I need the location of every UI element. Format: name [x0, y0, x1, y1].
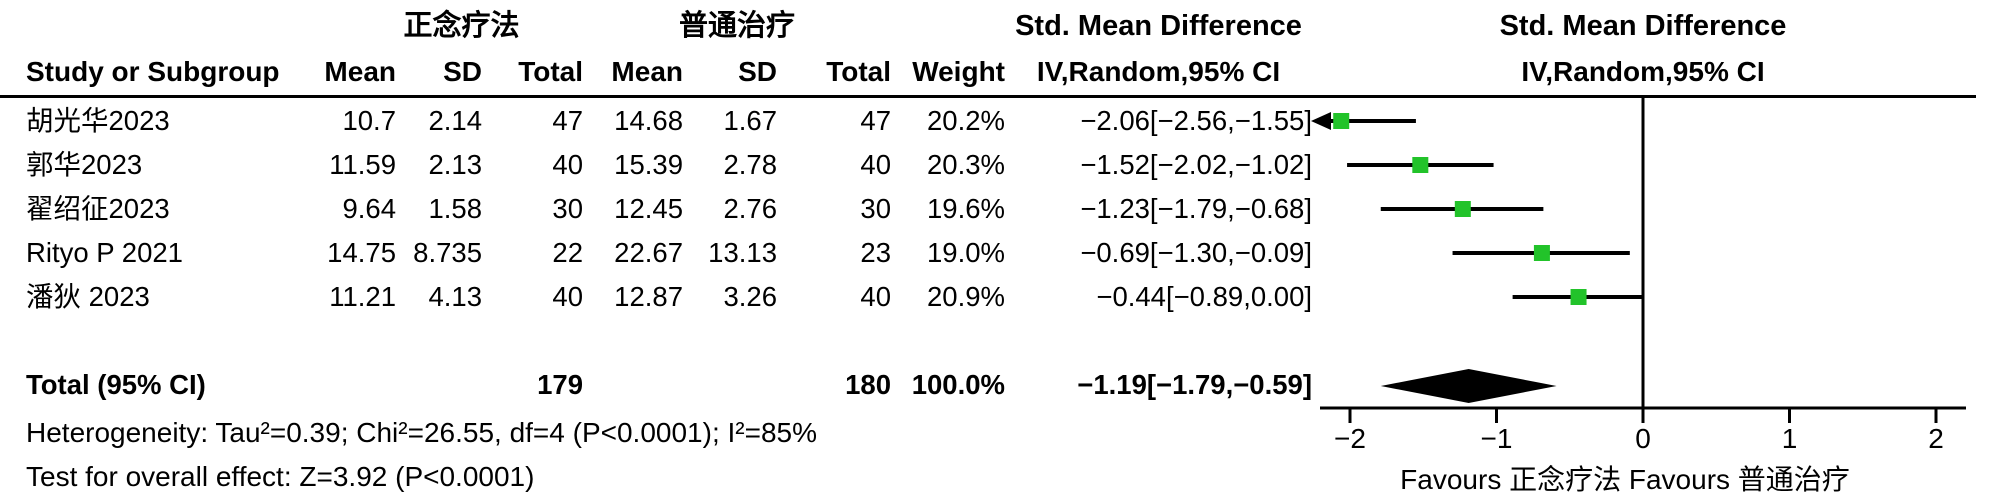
cell-total1: 47 — [552, 105, 583, 136]
table-row: 翟绍征2023 9.64 1.58 30 12.45 2.76 30 19.6% −1.23[−… — [0, 187, 1312, 231]
axis-tick-label: −2 — [1334, 423, 1366, 454]
method-header-right: IV,Random,95% CI — [1521, 56, 1765, 87]
cell-ci_text: −1.23[−1.79,−0.68] — [1080, 193, 1312, 224]
cell-total1: 30 — [552, 193, 583, 224]
cell-weight: 20.3% — [927, 149, 1005, 180]
cell-study: 郭华2023 — [26, 149, 143, 180]
total-label: Total (95% CI) — [26, 369, 206, 400]
effect-marker — [1412, 157, 1429, 173]
effect-marker — [1533, 245, 1550, 261]
effect-measure-header-left: Std. Mean Difference — [1015, 10, 1302, 42]
group1-header: 正念疗法 — [403, 10, 520, 42]
cell-sd1: 1.58 — [428, 193, 482, 224]
col-header-sd1: SD — [443, 56, 482, 87]
axis-tick-label: −1 — [1480, 423, 1513, 454]
group2-header: 普通治疗 — [678, 10, 795, 42]
axis-tick-label: 0 — [1635, 423, 1651, 454]
cell-weight: 20.2% — [927, 105, 1005, 136]
cell-ci_text: −0.44[−0.89,0.00] — [1096, 281, 1312, 312]
cell-total2: 40 — [860, 149, 891, 180]
axis-tick-label: 2 — [1928, 423, 1944, 454]
total-n-group2: 180 — [845, 369, 891, 400]
header-separator-line — [0, 95, 1976, 98]
cell-mean2: 14.68 — [614, 105, 683, 136]
cell-sd2: 13.13 — [708, 237, 777, 268]
cell-mean2: 22.67 — [614, 237, 683, 268]
cell-total1: 22 — [552, 237, 583, 268]
cell-sd2: 1.67 — [723, 105, 777, 136]
total-row: Total (95% CI) 179 180 100.0% −1.19[−1.7… — [0, 363, 1312, 407]
effect-measure-header-right: Std. Mean Difference — [1499, 10, 1787, 42]
total-n-group1: 179 — [537, 369, 583, 400]
cell-study: Rityo P 2021 — [26, 237, 183, 268]
col-header-sd2: SD — [738, 56, 777, 87]
col-header-mean2: Mean — [611, 56, 683, 87]
col-header-total2: Total — [826, 56, 891, 87]
axis-tick-label: 1 — [1781, 423, 1798, 454]
cell-mean1: 11.21 — [329, 281, 396, 312]
cell-ci_text: −0.69[−1.30,−0.09] — [1080, 237, 1312, 268]
table-row: 胡光华2023 10.7 2.14 47 14.68 1.67 47 20.2% −2.06[−… — [0, 99, 1312, 143]
cell-study: 潘狄 2023 — [26, 281, 150, 312]
cell-sd1: 2.14 — [428, 105, 482, 136]
col-header-ci: IV,Random,95% CI — [1036, 56, 1281, 87]
cell-mean1: 11.59 — [329, 149, 396, 180]
ci-clip-arrow-left — [1311, 112, 1331, 130]
column-header-row: Study or Subgroup Mean SD Total Mean SD … — [0, 50, 1312, 94]
cell-sd2: 3.26 — [723, 281, 777, 312]
col-header-study: Study or Subgroup — [26, 56, 280, 87]
total-diamond — [1380, 369, 1557, 403]
table-row: Rityo P 2021 14.75 8.735 22 22.67 13.13 23 19.0… — [0, 231, 1312, 275]
cell-ci_text: −1.52[−2.02,−1.02] — [1080, 149, 1312, 180]
cell-study: 翟绍征2023 — [26, 193, 170, 224]
cell-total2: 30 — [860, 193, 891, 224]
cell-ci_text: −2.06[−2.56,−1.55] — [1080, 105, 1312, 136]
cell-weight: 20.9% — [927, 281, 1005, 312]
total-ci-text: −1.19[−1.79,−0.59] — [1077, 369, 1312, 400]
cell-sd2: 2.78 — [723, 149, 777, 180]
cell-total1: 40 — [552, 281, 583, 312]
cell-sd2: 2.76 — [723, 193, 777, 224]
cell-weight: 19.0% — [927, 237, 1005, 268]
effect-marker — [1570, 289, 1587, 305]
effect-marker — [1454, 201, 1471, 217]
cell-mean1: 14.75 — [327, 237, 396, 268]
cell-study: 胡光华2023 — [26, 105, 170, 136]
cell-mean2: 12.45 — [614, 193, 683, 224]
cell-mean2: 15.39 — [614, 149, 683, 180]
cell-mean1: 9.64 — [342, 193, 396, 224]
cell-total2: 47 — [860, 105, 891, 136]
cell-total2: 40 — [860, 281, 891, 312]
col-header-total1: Total — [518, 56, 583, 87]
cell-sd1: 8.735 — [413, 237, 482, 268]
cell-sd1: 4.13 — [428, 281, 482, 312]
total-weight: 100.0% — [911, 369, 1005, 400]
study-rows: 胡光华2023 10.7 2.14 47 14.68 1.67 47 20.2% −2.06[−… — [0, 99, 1312, 319]
effect-marker — [1333, 113, 1350, 129]
col-header-mean1: Mean — [324, 56, 396, 87]
cell-total2: 23 — [860, 237, 891, 268]
col-header-weight: Weight — [912, 56, 1005, 87]
favours-label: Favours 正念疗法 Favours 普通治疗 — [1400, 464, 1850, 495]
cell-mean2: 12.87 — [614, 281, 683, 312]
overall-effect-text: Test for overall effect: Z=3.92 (P<0.000… — [26, 461, 535, 492]
cell-mean1: 10.7 — [342, 105, 396, 136]
table-row: 郭华2023 11.59 2.13 40 15.39 2.78 40 20.3% −1.52[−… — [0, 143, 1312, 187]
cell-weight: 19.6% — [927, 193, 1005, 224]
cell-total1: 40 — [552, 149, 583, 180]
heterogeneity-text: Heterogeneity: Tau²=0.39; Chi²=26.55, df… — [26, 417, 817, 448]
table-row: 潘狄 2023 11.21 4.13 40 12.87 3.26 40 20.9% −0.44[… — [0, 275, 1312, 319]
cell-sd1: 2.13 — [428, 149, 482, 180]
